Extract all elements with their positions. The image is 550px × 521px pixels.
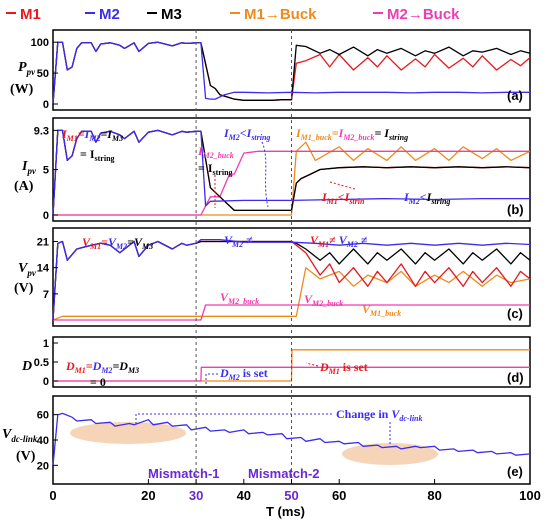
ann-e-change: Change in Vdc-link (336, 407, 422, 423)
xtick-label: 20 (141, 488, 155, 503)
ann-b-im2-less: IM2<Istring (223, 126, 270, 142)
panel-duty-ytick-label: 0.5 (34, 357, 49, 369)
panel-vpv-ytick-label: 14 (37, 263, 50, 275)
panel-duty-ytick-label: 0 (43, 376, 49, 388)
ann-d-duties-equal: DM1=DM2=DM3 (65, 359, 139, 375)
panel-vpv-ytick-label: 21 (37, 236, 49, 248)
ann-c-vm2-buck-2: VM2_buck (304, 292, 343, 308)
vdc-highlights (70, 422, 438, 465)
ann-b-im2-buck: IM2_buck (197, 144, 234, 160)
panel-c-annotations: VM1=VM2=VM3 VM2 ≠ VM1≠ VM2 ≠ VM2_buck VM… (82, 233, 401, 318)
legend-label-m1: M1 (20, 6, 41, 23)
panel-vpv-ytick-label: 7 (43, 289, 49, 301)
vdc-highlight-2 (342, 443, 438, 465)
legend-label-m2: M2 (99, 6, 120, 23)
ann-c-vm2-neq: VM2 ≠ (224, 233, 253, 249)
panel-vdc-ytick-label: 60 (37, 410, 49, 422)
xtick-label: 50 (284, 488, 298, 503)
x-axis-label: T (ms) (266, 504, 305, 519)
panel-e-ylabel: Vdc-link (2, 427, 38, 444)
ann-b-arrow-3 (329, 181, 356, 190)
xtick-label: 80 (427, 488, 441, 503)
ann-c-vm2-buck-1: VM2_buck (220, 290, 259, 306)
xtick-label: 40 (237, 488, 251, 503)
panel-vdc-ytick-label: 40 (37, 435, 49, 447)
mismatch-1-label: Mismatch-1 (148, 466, 220, 481)
panel-a-yunit: (W) (10, 82, 34, 97)
panel-duty-ytick-label: 1 (43, 338, 49, 350)
y-axis-labels: Ppv (W) Ipv (A) Vpv (V) D Vdc-link (V) (2, 60, 38, 464)
ann-b-buck-equal: IM1_buck=IM2_buck= Istring (295, 126, 408, 142)
mismatch-labels: Mismatch-1 Mismatch-2 (148, 466, 320, 481)
ann-c-voltages-equal: VM1=VM2=VM3 (82, 235, 153, 251)
mismatch-2-label: Mismatch-2 (248, 466, 320, 481)
panel-e-yunit: (V) (16, 449, 36, 464)
ann-b-istring: = Istring (80, 147, 115, 163)
panel-b-ylabel: Ipv (21, 159, 37, 176)
panel-ppv-series-m2 (52, 41, 530, 105)
panel-c-ylabel: Vpv (18, 261, 37, 278)
vdc-highlight-1 (70, 422, 186, 444)
panel-e-tag: (e) (507, 464, 523, 479)
panel-ppv-ytick-label: 100 (31, 37, 49, 49)
ann-b-im2-less-2: IM2<Istring (403, 190, 450, 206)
ann-d-zero: = 0 (90, 375, 106, 389)
panel-ppv-ytick-label: 0 (43, 99, 49, 111)
legend-label-m1-buck: M1→Buck (244, 6, 317, 23)
panel-tags: (a) (b) (c) (d) (e) (507, 88, 524, 479)
ann-c-vm1-neq-vm2: VM1≠ VM2 ≠ (310, 233, 368, 249)
x-axis-ticks: 0 20 30 40 50 60 80 100 (49, 479, 541, 503)
panel-ipv-ytick-label: 9.3 (34, 125, 49, 137)
panel-b-annotations: IM1=IM2=IM3 = Istring IM2<Istring IM2_bu… (61, 126, 450, 208)
ann-d-arrow-m1 (305, 362, 319, 367)
mismatch-markers (195, 30, 292, 484)
ann-d-arrow-m2 (205, 373, 218, 384)
panel-ipv-series-m1-buck (53, 141, 531, 216)
legend-label-m3: M3 (161, 6, 182, 23)
panel-ipv-series-m3 (52, 129, 531, 216)
panel-vdc-series-v-dc-link (52, 412, 531, 466)
panel-vdc-ytick-label: 20 (37, 460, 49, 472)
panel-ipv-series-m1 (52, 129, 531, 216)
panel-a-ylabel: Ppv (18, 60, 36, 77)
panel-ipv-ytick-label: 5 (43, 165, 49, 177)
panel-b-tag: (b) (507, 202, 524, 217)
ann-b-istring-2: = Istring (198, 161, 233, 177)
panel-d-annotations: DM1=DM2=DM3 = 0 DM2 is set DM1 is set (65, 359, 368, 389)
panel-vpv-series-m2 (52, 238, 531, 321)
plot-layer (52, 41, 531, 466)
ann-d-dm2-set: DM2 is set (219, 366, 268, 382)
ann-b-arrow-1 (261, 141, 269, 208)
ann-d-dm1-set: DM1 is set (319, 360, 368, 376)
ann-b-im1-less: IM1<Istrin (321, 190, 365, 206)
xtick-label: 30 (189, 488, 203, 503)
legend: M1 M2 M3 M1→Buck M2→Buck (6, 6, 460, 23)
panel-d-ylabel: D (21, 359, 32, 374)
xtick-label: 0 (49, 488, 56, 503)
panel-ipv-series-m2 (52, 129, 530, 216)
panel-ipv-ytick-label: 0 (43, 210, 49, 222)
ann-b-currents-equal: IM1=IM2=IM3 (61, 127, 123, 143)
panel-d-tag: (d) (507, 370, 524, 385)
ann-c-vm1-buck: VM1_buck (362, 302, 401, 318)
panel-vpv-series-m2-buck (53, 304, 530, 321)
xtick-label: 60 (332, 488, 346, 503)
panel-c-yunit: (V) (14, 281, 34, 296)
legend-label-m2-buck: M2→Buck (387, 6, 460, 23)
ann-e-arrow-1 (135, 413, 332, 426)
panel-e-annotations: Change in Vdc-link (135, 407, 422, 446)
panel-a-tag: (a) (507, 88, 523, 103)
xtick-label: 100 (519, 488, 541, 503)
panel-c-tag: (c) (507, 306, 523, 321)
panel-b-yunit: (A) (14, 179, 34, 194)
panel-ppv-ytick-label: 50 (37, 68, 49, 80)
panel-duty-series-m2-buck (53, 366, 530, 382)
